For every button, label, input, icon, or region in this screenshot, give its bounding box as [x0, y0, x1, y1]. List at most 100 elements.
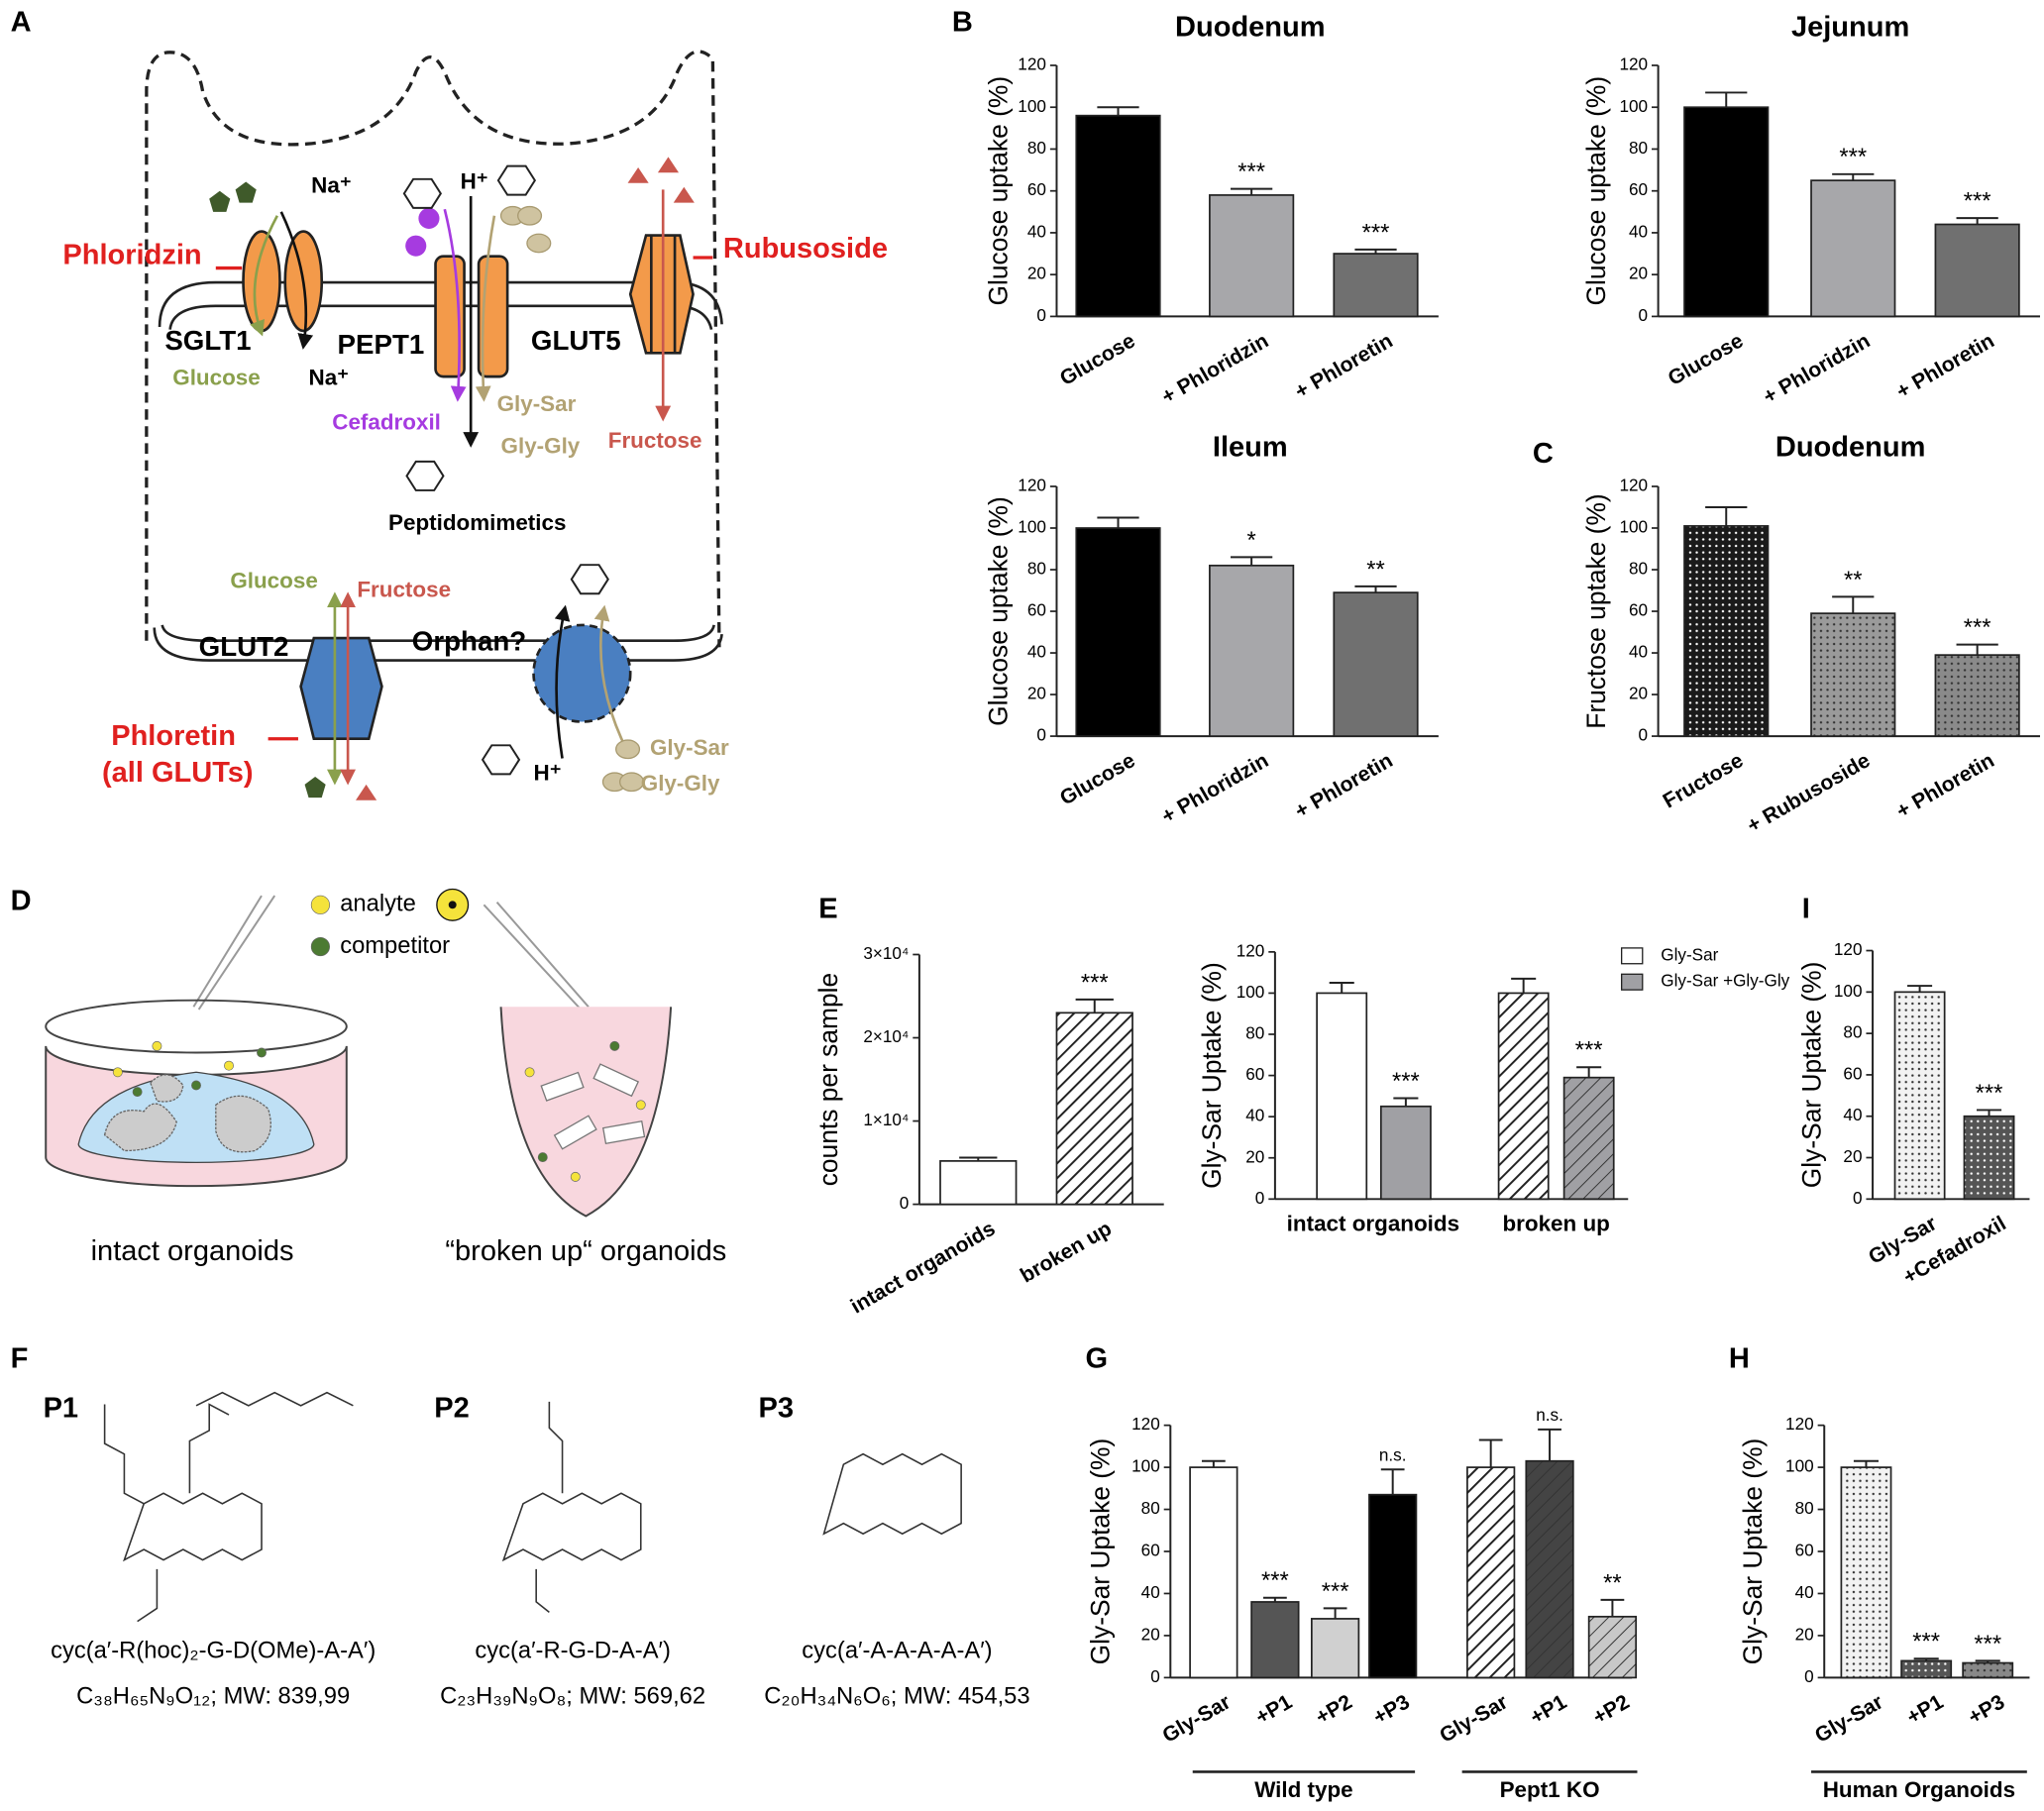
bar — [1333, 591, 1419, 737]
error-bar — [1913, 1657, 1939, 1661]
x-tick-label: +P3 — [1369, 1690, 1414, 1729]
y-tick-label: 40 — [1245, 1106, 1264, 1125]
y-axis-label: Fructose uptake (%) — [1581, 493, 1611, 728]
y-tick-label: 120 — [1619, 476, 1648, 495]
x-tick-label: + Phloretin — [1291, 749, 1396, 823]
caption: intact organoids — [91, 1235, 294, 1267]
y-tick-label: 120 — [1131, 1414, 1160, 1434]
group-label: Pept1 KO — [1500, 1777, 1600, 1802]
x-tick-label: +P1 — [1903, 1690, 1948, 1729]
significance: * — [1247, 527, 1256, 554]
y-tick-label: 80 — [1629, 559, 1648, 579]
panel-label: I — [1802, 893, 1810, 924]
label: Orphan? — [412, 626, 526, 657]
error-bar — [1956, 217, 1998, 225]
bar — [1562, 1076, 1615, 1201]
x-tick-label: Gly-Sar — [1158, 1690, 1235, 1747]
y-tick-label: 40 — [1141, 1582, 1160, 1602]
x-tick-label: Glucose — [1665, 329, 1748, 390]
membrane — [161, 624, 715, 643]
error-bar — [1393, 1097, 1419, 1107]
y-tick-label: 2×10⁴ — [863, 1026, 909, 1046]
error-bar — [1976, 1109, 2002, 1117]
y-tick-label: 80 — [1795, 1498, 1814, 1518]
significance: ** — [1366, 556, 1385, 583]
label: Gly-Gly — [641, 771, 720, 796]
y-axis-label: Gly-Sar Uptake (%) — [1738, 1438, 1768, 1665]
error-bar — [1975, 1659, 2000, 1663]
error-bar — [1231, 556, 1273, 566]
error-bar — [1705, 91, 1748, 108]
x-tick-label: + Phloretin — [1892, 329, 1997, 403]
legend-swatch — [1620, 973, 1644, 991]
significance: *** — [1237, 159, 1265, 185]
membrane — [158, 280, 723, 327]
y-tick-label: 100 — [1834, 981, 1863, 1001]
significance: n.s. — [1536, 1405, 1563, 1425]
arrow — [279, 211, 314, 350]
glucose-symbols — [209, 181, 326, 799]
bar — [1900, 1659, 1953, 1679]
group-label: Human Organoids — [1823, 1777, 2015, 1802]
significance: ** — [1603, 1569, 1622, 1596]
cell-outline — [145, 50, 721, 648]
label: H⁺ — [461, 169, 488, 194]
label: SGLT1 — [164, 325, 251, 356]
error-bar — [1097, 516, 1139, 529]
significance: *** — [1322, 1578, 1349, 1605]
error-bar — [1201, 1459, 1226, 1468]
y-tick-label: 120 — [1018, 54, 1046, 74]
y-axis-label: Glucose uptake (%) — [984, 496, 1014, 726]
pipette — [495, 902, 590, 1008]
bar — [1316, 992, 1368, 1201]
peptide-name: cyc(a′-R(hoc)₂-G-D(OMe)-A-A′) — [51, 1637, 376, 1663]
error-bar — [1323, 1607, 1347, 1619]
panel-label: G — [1086, 1342, 1109, 1374]
peptide-label: P2 — [434, 1392, 470, 1424]
error-bar — [1354, 248, 1397, 255]
y-tick-label: 0 — [1255, 1188, 1265, 1208]
error-bar — [1478, 1438, 1503, 1468]
y-tick-label: 100 — [1237, 982, 1265, 1002]
error-bar — [1263, 1596, 1287, 1602]
bar — [1310, 1618, 1360, 1679]
y-tick-label: 20 — [1027, 684, 1046, 703]
label: GLUT2 — [199, 631, 289, 662]
label: Gly-Gly — [501, 433, 581, 458]
panel-label: C — [1533, 438, 1554, 470]
legend-swatch — [1620, 947, 1644, 965]
y-tick-label: 20 — [1629, 264, 1648, 283]
y-tick-label: 0 — [1853, 1188, 1863, 1208]
bar — [1683, 525, 1770, 737]
y-tick-label: 20 — [1245, 1146, 1264, 1166]
bar — [1840, 1466, 1892, 1679]
significance: *** — [1081, 969, 1109, 996]
chart: Duodenum Fructose uptake (%) 0 20 40 60 80 100 1… — [1581, 431, 2041, 837]
bar — [939, 1160, 1018, 1206]
fragments — [540, 1063, 646, 1150]
label: H⁺ — [534, 760, 562, 785]
x-tick-label: +P2 — [1589, 1690, 1634, 1729]
y-tick-label: 120 — [1018, 476, 1046, 495]
bar — [1209, 194, 1295, 318]
membrane — [153, 627, 723, 662]
arrow — [250, 215, 279, 337]
error-bar — [959, 1156, 998, 1161]
x-tick-label: +P2 — [1312, 1690, 1356, 1729]
y-tick-label: 60 — [1843, 1063, 1862, 1083]
chart: Gly-Sar Uptake (%) 0 20 40 60 80 100 120 *** *** G… — [1738, 1414, 2030, 1802]
significance: n.s. — [1379, 1445, 1407, 1465]
x-tick-label: +P1 — [1251, 1690, 1296, 1729]
legend-label: competitor — [340, 932, 450, 959]
y-tick-label: 60 — [1795, 1541, 1814, 1560]
dish-rim — [45, 999, 348, 1054]
x-tick-label: + Phloretin — [1892, 749, 1997, 823]
y-tick-label: 0 — [900, 1193, 910, 1213]
organoid — [103, 1074, 271, 1153]
error-bar — [1832, 172, 1875, 181]
radiation-icon — [448, 901, 457, 909]
chart: Gly-Sar Uptake (%) 0 20 40 60 80 100 120 *** *** n… — [1086, 1405, 1638, 1802]
y-tick-label: 80 — [1027, 559, 1046, 579]
peptide-label: P3 — [759, 1392, 795, 1424]
